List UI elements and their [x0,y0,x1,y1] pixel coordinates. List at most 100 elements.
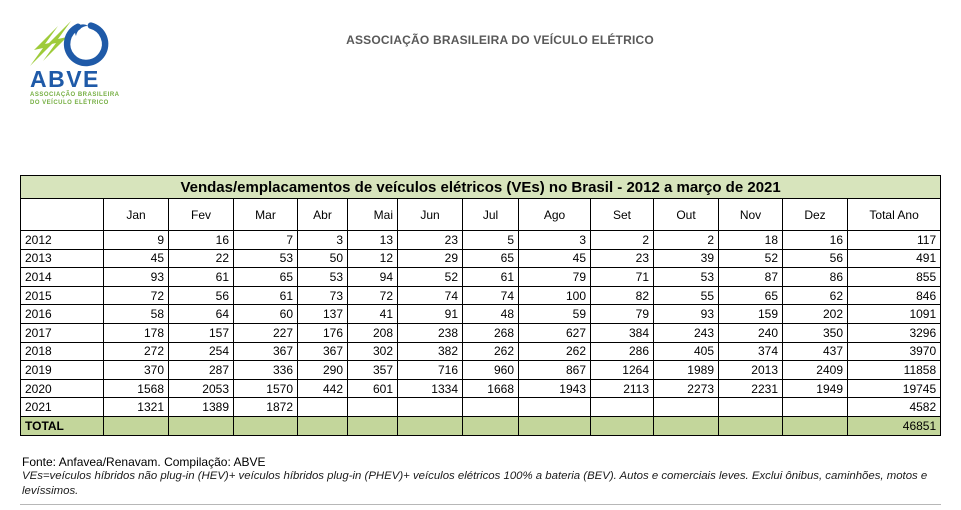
value-cell: 61 [233,285,298,306]
value-cell: 208 [347,322,398,343]
value-cell: 61 [168,267,234,287]
total-cell: 846 [846,285,942,306]
year-label: 2017 [20,322,104,343]
value-cell: 367 [297,341,348,362]
value-cell: 227 [233,322,298,343]
value-cell: 357 [347,360,398,380]
value-cell: 254 [168,341,234,362]
value-cell: 1872 [233,397,298,417]
total-cell: 3296 [846,322,942,343]
value-cell: 262 [462,341,519,362]
value-cell: 159 [718,304,783,324]
value-cell: 79 [590,304,654,324]
value-cell: 72 [347,285,398,306]
value-cell: 350 [782,322,848,343]
value-cell: 3 [518,230,591,250]
year-label: 2012 [20,230,104,250]
value-cell [233,415,298,436]
value-cell: 382 [397,341,463,362]
value-cell: 374 [718,341,783,362]
value-cell: 56 [782,248,848,269]
value-cell: 58 [103,304,169,324]
value-cell: 64 [168,304,234,324]
value-cell: 243 [653,322,719,343]
column-header-dez: Dez [782,198,848,231]
column-header-jul: Jul [462,198,519,231]
sales-table-section: Vendas/emplacamentos de veículos elétric… [19,175,942,436]
value-cell: 1568 [103,378,169,399]
value-cell: 336 [233,360,298,380]
value-cell [718,415,783,436]
value-cell: 86 [782,267,848,287]
logo-abbr: ABVE [30,66,100,92]
value-cell: 60 [233,304,298,324]
value-cell: 2013 [718,360,783,380]
year-label: 2014 [20,267,104,287]
value-cell [782,397,848,417]
value-cell [397,415,463,436]
table-row-2016: 2016 58 64 60 137 41 91 48 59 79 93 159 202 1091 [20,304,942,324]
value-cell: 62 [782,285,848,306]
value-cell: 272 [103,341,169,362]
value-cell: 41 [347,304,398,324]
value-cell: 405 [653,341,719,362]
value-cell: 18 [718,230,783,250]
value-cell: 268 [462,322,519,343]
value-cell: 2113 [590,378,654,399]
value-cell: 2273 [653,378,719,399]
value-cell: 13 [347,230,398,250]
value-cell: 3 [297,230,348,250]
total-cell: 19745 [846,378,942,399]
value-cell [653,397,719,417]
value-cell: 370 [103,360,169,380]
value-cell: 1989 [653,360,719,380]
total-cell: 855 [846,267,942,287]
value-cell: 53 [653,267,719,287]
value-cell: 56 [168,285,234,306]
abve-logo-graphic [30,21,109,67]
year-label: 2018 [20,341,104,362]
column-header-set: Set [590,198,654,231]
year-label: 2021 [20,397,104,417]
year-label: 2020 [20,378,104,399]
value-cell: 2231 [718,378,783,399]
column-header-year [20,198,104,231]
value-cell: 9 [103,230,169,250]
value-cell: 1321 [103,397,169,417]
value-cell: 1334 [397,378,463,399]
table-total-row: TOTAL 46851 [20,415,942,436]
value-cell: 867 [518,360,591,380]
value-cell: 2 [653,230,719,250]
value-cell [782,415,848,436]
value-cell: 65 [462,248,519,269]
table-header-row: Jan Fev Mar Abr Mai Jun Jul Ago Set Out Nov Dez Tota… [20,198,942,231]
value-cell: 48 [462,304,519,324]
value-cell: 39 [653,248,719,269]
value-cell: 5 [462,230,519,250]
value-cell: 1943 [518,378,591,399]
column-header-abr: Abr [297,198,348,231]
value-cell: 1264 [590,360,654,380]
total-cell: 491 [846,248,942,269]
value-cell: 23 [590,248,654,269]
value-cell [397,397,463,417]
value-cell: 137 [297,304,348,324]
value-cell [347,415,398,436]
value-cell: 287 [168,360,234,380]
logo-subtitle: ASSOCIAÇÃO BRASILEIRA DO VEÍCULO ELÉTRIC… [30,92,128,108]
value-cell: 87 [718,267,783,287]
value-cell: 384 [590,322,654,343]
table-row-2014: 2014 93 61 65 53 94 52 61 79 71 53 87 86 855 [20,267,942,287]
value-cell: 55 [653,285,719,306]
table-row-2013: 2013 45 22 53 50 12 29 65 45 23 39 52 56 491 [20,248,942,269]
value-cell: 16 [168,230,234,250]
value-cell: 290 [297,360,348,380]
value-cell: 627 [518,322,591,343]
value-cell: 157 [168,322,234,343]
value-cell: 53 [233,248,298,269]
value-cell: 176 [297,322,348,343]
value-cell [168,415,234,436]
value-cell: 178 [103,322,169,343]
table-row-2021: 2021 1321 1389 1872 4582 [20,397,942,417]
